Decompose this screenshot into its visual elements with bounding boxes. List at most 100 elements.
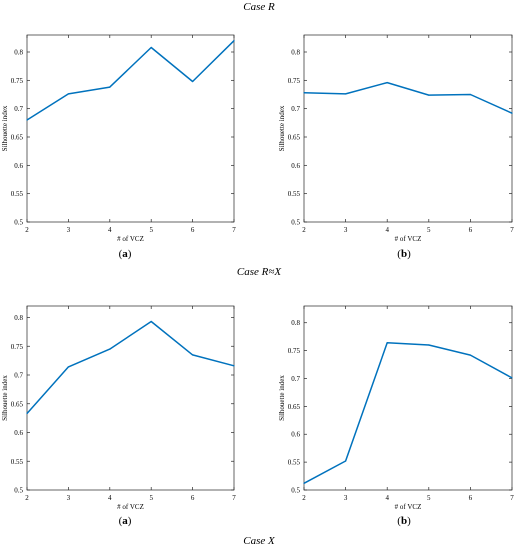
x-tick-label: 5 xyxy=(149,494,153,502)
series-line xyxy=(303,81,513,114)
x-tick-label: 4 xyxy=(108,226,112,234)
x-tick-label: 6 xyxy=(191,494,195,502)
series-line xyxy=(26,40,235,121)
data-point xyxy=(67,93,69,95)
data-point xyxy=(428,344,430,346)
x-tick-label: 7 xyxy=(232,494,236,502)
plot-frame xyxy=(26,34,235,223)
y-tick-label: 0.5 xyxy=(14,487,23,495)
plot-frame xyxy=(303,34,513,223)
data-point xyxy=(303,92,305,94)
y-tick-label: 0.5 xyxy=(291,219,300,227)
case-rx-heading: Case R≈X xyxy=(236,266,282,278)
y-tick-label: 0.7 xyxy=(14,372,23,380)
y-tick-label: 0.8 xyxy=(14,314,23,322)
data-point xyxy=(511,377,513,379)
data-point xyxy=(233,40,235,42)
plot-frame xyxy=(303,305,513,491)
x-tick-label: 2 xyxy=(302,494,306,502)
data-point xyxy=(67,366,69,368)
panel-label-case-rx-a: (a) xyxy=(118,515,132,527)
y-tick-label: 0.65 xyxy=(288,403,301,411)
x-tick-label: 3 xyxy=(67,494,71,502)
y-axis-label: Silhouette index xyxy=(1,105,9,151)
x-tick-label: 5 xyxy=(427,226,431,234)
x-tick-label: 6 xyxy=(469,226,473,234)
y-axis-label: Silhouette index xyxy=(1,375,9,421)
data-point xyxy=(26,119,28,121)
data-point xyxy=(345,460,347,462)
x-tick-label: 5 xyxy=(427,494,431,502)
y-tick-label: 0.75 xyxy=(11,343,24,351)
x-axis-label: # of VCZ xyxy=(117,503,144,511)
y-tick-label: 0.6 xyxy=(14,429,23,437)
y-tick-label: 0.55 xyxy=(288,459,301,467)
data-point xyxy=(469,354,471,356)
y-tick-label: 0.55 xyxy=(11,190,24,198)
series-line xyxy=(26,320,235,414)
y-tick-label: 0.6 xyxy=(291,162,300,170)
x-axis-label: # of VCZ xyxy=(117,235,144,243)
y-tick-label: 0.5 xyxy=(291,487,300,495)
data-point xyxy=(386,82,388,84)
x-tick-label: 7 xyxy=(232,226,236,234)
x-tick-label: 3 xyxy=(67,226,71,234)
x-axis-label: # of VCZ xyxy=(395,503,422,511)
chart-case-r-b: 2 3 4 5 6 7 0.5 0.55 0.6 0.65 0.7 0.75 0.8 # of VCZ Si… xyxy=(278,34,514,243)
panel-label-case-r-a: (a) xyxy=(118,248,132,260)
data-point xyxy=(150,320,152,323)
data-point xyxy=(109,348,111,350)
data-point xyxy=(511,112,513,114)
y-tick-label: 0.5 xyxy=(14,219,23,227)
x-tick-label: 3 xyxy=(344,494,348,502)
chart-case-r-a: 2 3 4 5 6 7 0.5 0.55 0.6 0.65 0.7 0.75 0.8 # of VCZ Si… xyxy=(1,34,236,243)
panel-label-case-r-b: (b) xyxy=(397,248,411,260)
data-point xyxy=(192,80,194,83)
x-tick-label: 2 xyxy=(25,494,29,502)
data-point xyxy=(192,354,194,356)
y-tick-label: 0.55 xyxy=(11,458,24,466)
data-point xyxy=(26,412,28,415)
data-point xyxy=(345,93,347,95)
y-axis-label: Silhouette index xyxy=(278,105,286,151)
y-tick-label: 0.8 xyxy=(14,49,23,57)
data-point xyxy=(303,482,305,484)
plot-frame xyxy=(26,305,235,491)
y-tick-label: 0.75 xyxy=(288,347,301,355)
data-point xyxy=(109,86,111,88)
y-tick-label: 0.6 xyxy=(291,431,300,439)
data-point xyxy=(386,342,388,344)
x-tick-label: 4 xyxy=(385,494,389,502)
x-tick-label: 3 xyxy=(344,226,348,234)
y-tick-label: 0.6 xyxy=(14,162,23,170)
x-axis-label: # of VCZ xyxy=(395,235,422,243)
y-tick-label: 0.8 xyxy=(291,49,300,57)
y-tick-label: 0.8 xyxy=(291,319,300,327)
x-tick-label: 5 xyxy=(149,226,153,234)
x-tick-label: 2 xyxy=(302,226,306,234)
x-tick-label: 4 xyxy=(108,494,112,502)
y-tick-label: 0.7 xyxy=(291,105,300,113)
y-tick-label: 0.55 xyxy=(288,190,301,198)
case-x-heading: Case X xyxy=(243,535,275,547)
x-tick-label: 2 xyxy=(25,226,29,234)
data-point xyxy=(233,365,235,367)
y-tick-label: 0.65 xyxy=(288,134,301,142)
data-point xyxy=(469,93,471,96)
x-tick-label: 7 xyxy=(510,226,514,234)
panel-label-case-rx-b: (b) xyxy=(397,515,411,527)
x-tick-label: 6 xyxy=(191,226,195,234)
series-line xyxy=(303,342,513,484)
y-tick-label: 0.65 xyxy=(11,134,24,142)
data-point xyxy=(428,94,430,96)
x-tick-label: 4 xyxy=(385,226,389,234)
y-tick-label: 0.65 xyxy=(11,400,24,408)
y-tick-label: 0.7 xyxy=(291,375,300,383)
y-tick-label: 0.75 xyxy=(288,77,301,85)
y-tick-label: 0.7 xyxy=(14,105,23,113)
case-r-heading: Case R xyxy=(243,1,275,13)
x-tick-label: 7 xyxy=(510,494,514,502)
y-tick-label: 0.75 xyxy=(11,77,24,85)
